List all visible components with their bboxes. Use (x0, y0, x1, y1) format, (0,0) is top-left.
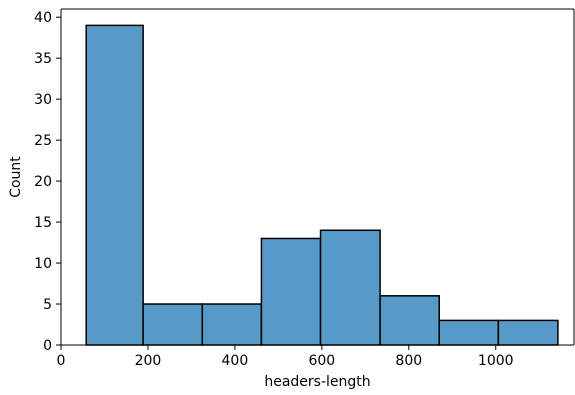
y-tick-label: 25 (34, 133, 52, 149)
histogram-bar-5 (319, 229, 381, 346)
y-tick-label: 10 (34, 256, 52, 272)
x-tick-label: 400 (222, 353, 249, 369)
y-tick-label: 15 (34, 215, 52, 231)
histogram-bar-7 (438, 319, 500, 346)
histogram-bar-8 (497, 319, 559, 346)
y-tick-label: 5 (43, 297, 52, 313)
y-tick-label: 20 (34, 174, 52, 190)
y-tick-label: 35 (34, 51, 52, 67)
x-tick-label: 600 (308, 353, 335, 369)
histogram-bar-6 (379, 295, 440, 346)
y-axis-label: Count (8, 156, 24, 198)
histogram-bar-1 (85, 24, 144, 346)
x-tick-label: 800 (395, 353, 422, 369)
bars-layer (85, 24, 559, 346)
histogram-bar-2 (142, 303, 204, 346)
histogram-bar-4 (260, 237, 322, 346)
axes-layer (60, 8, 575, 346)
x-tick-label: 200 (135, 353, 162, 369)
y-tick-label: 30 (34, 92, 52, 108)
x-tick-label: 1000 (478, 353, 514, 369)
x-tick-label: 0 (57, 353, 66, 369)
x-axis-label: headers-length (264, 374, 370, 390)
histogram-bar-3 (201, 303, 263, 346)
ticks-layer: 0 200 400 600 800 1000 0 5 10 15 20 25 30 35 40 (34, 10, 513, 369)
y-tick-label: 40 (34, 10, 52, 26)
y-tick-label: 0 (43, 338, 52, 354)
